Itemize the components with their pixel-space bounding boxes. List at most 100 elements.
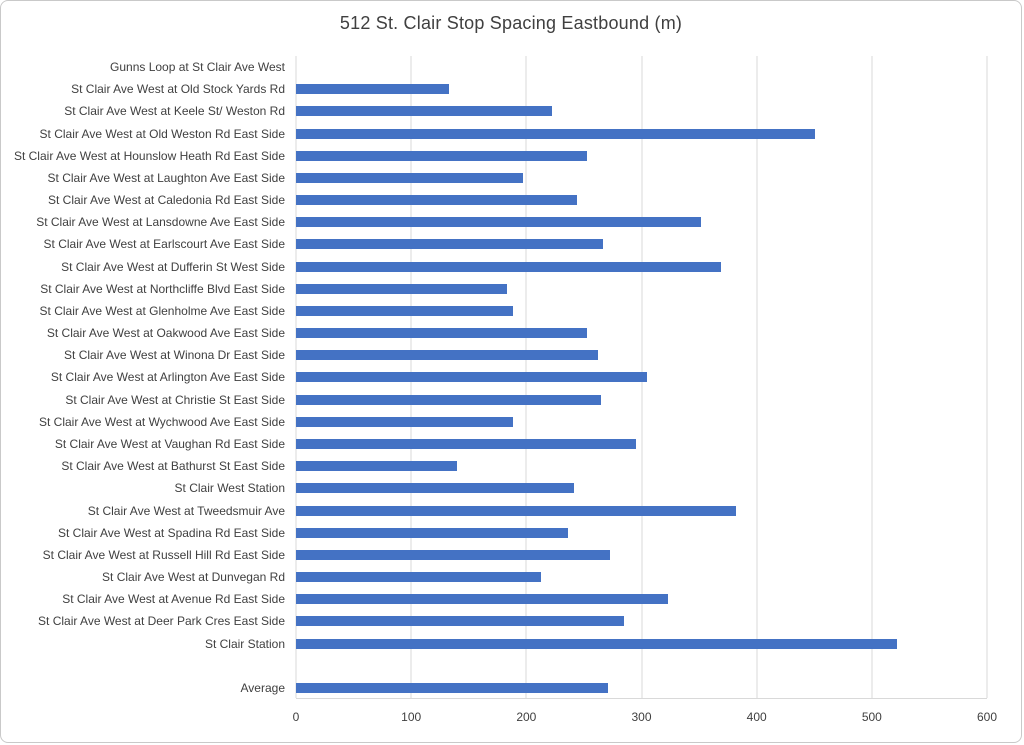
x-axis-ticks: 0 100 200 300 400 500 600	[292, 710, 997, 728]
category-label: St Clair Ave West at Earlscourt Ave East…	[43, 237, 285, 252]
bar	[296, 84, 450, 95]
bar-track	[296, 123, 987, 145]
bar	[296, 239, 604, 250]
bar-track	[296, 610, 987, 632]
bar-track	[296, 544, 987, 566]
bar	[296, 217, 702, 228]
bar-track	[296, 433, 987, 455]
category-label: St Clair Ave West at Caledonia Rd East S…	[47, 193, 285, 208]
bar-track	[296, 477, 987, 499]
category-label: St Clair Ave West at Hounslow Heath Rd E…	[13, 148, 285, 163]
category-label: St Clair Ave West at Avenue Rd East Side	[62, 592, 285, 607]
bar	[296, 394, 602, 405]
bar-track	[296, 344, 987, 366]
bar-track	[296, 411, 987, 433]
chart-row: St Clair Ave West at Old Stock Yards Rd	[1, 78, 987, 100]
category-label: St Clair Ave West at Tweedsmuir Ave	[87, 503, 285, 518]
bar-track	[296, 677, 987, 699]
chart-row: St Clair Ave West at Russell Hill Rd Eas…	[1, 544, 987, 566]
chart-row: St Clair Ave West at Dunvegan Rd	[1, 566, 987, 588]
bar	[296, 128, 816, 139]
category-label: St Clair Ave West at Christie St East Si…	[65, 392, 285, 407]
category-label: St Clair Station	[204, 636, 285, 651]
bar	[296, 527, 568, 538]
gridline	[756, 56, 758, 698]
bar	[296, 483, 574, 494]
chart-row: St Clair Ave West at Hounslow Heath Rd E…	[1, 145, 987, 167]
bar	[296, 416, 513, 427]
bar-track	[296, 256, 987, 278]
category-label: St Clair Ave West at Russell Hill Rd Eas…	[42, 547, 285, 562]
category-label: St Clair Ave West at Northcliffe Blvd Ea…	[40, 281, 285, 296]
chart-row: St Clair Ave West at Keele St/ Weston Rd	[1, 100, 987, 122]
bar	[296, 439, 636, 449]
bar-track	[296, 655, 987, 677]
bar	[296, 572, 542, 583]
x-tick-label: 600	[976, 710, 998, 724]
bar-track	[296, 189, 987, 211]
bar	[296, 350, 598, 361]
category-label: St Clair Ave West at Oakwood Ave East Si…	[46, 326, 285, 341]
bar-track	[296, 233, 987, 255]
x-tick-label: 0	[292, 710, 300, 724]
chart-row: Gunns Loop at St Clair Ave West	[1, 56, 987, 78]
plot-area: Gunns Loop at St Clair Ave West St Clair …	[1, 56, 988, 699]
bar	[296, 505, 736, 516]
category-label: St Clair Ave West at Dunvegan Rd	[102, 570, 285, 585]
bar	[296, 261, 721, 272]
bar	[296, 594, 668, 605]
chart-row: St Clair Ave West at Laughton Ave East S…	[1, 167, 987, 189]
bar-track	[296, 522, 987, 544]
chart-row: St Clair Ave West at Wychwood Ave East S…	[1, 411, 987, 433]
bar	[296, 638, 898, 649]
chart-row: St Clair Ave West at Bathurst St East Si…	[1, 455, 987, 477]
category-label: St Clair Ave West at Lansdowne Ave East …	[36, 215, 285, 230]
chart-row: St Clair Ave West at Northcliffe Blvd Ea…	[1, 278, 987, 300]
category-label: St Clair Ave West at Winona Dr East Side	[64, 348, 285, 363]
chart-row: St Clair Ave West at Dufferin St West Si…	[1, 256, 987, 278]
chart-row: Average	[1, 677, 987, 699]
bar-track	[296, 588, 987, 610]
category-label: St Clair Ave West at Bathurst St East Si…	[61, 459, 285, 474]
chart-row: St Clair Ave West at Deer Park Cres East…	[1, 610, 987, 632]
chart-row: St Clair Ave West at Old Weston Rd East …	[1, 123, 987, 145]
chart-row: St Clair Ave West at Lansdowne Ave East …	[1, 211, 987, 233]
chart-row: St Clair Station	[1, 632, 987, 654]
bar	[296, 372, 648, 383]
bar-track	[296, 211, 987, 233]
category-label: Gunns Loop at St Clair Ave West	[110, 60, 285, 75]
bar-track	[296, 300, 987, 322]
chart-row: St Clair Ave West at Oakwood Ave East Si…	[1, 322, 987, 344]
chart-row: St Clair Ave West at Earlscourt Ave East…	[1, 233, 987, 255]
bar-track	[296, 78, 987, 100]
bar-track	[296, 499, 987, 521]
bar	[296, 195, 577, 206]
bar-track	[296, 56, 987, 78]
bar-track	[296, 322, 987, 344]
category-label: St Clair Ave West at Dufferin St West Si…	[61, 259, 285, 274]
bar	[296, 682, 609, 693]
gridline	[986, 56, 988, 698]
bar-track	[296, 566, 987, 588]
category-label: St Clair Ave West at Keele St/ Weston Rd	[64, 104, 285, 119]
category-label: St Clair West Station	[174, 481, 285, 496]
x-tick-label: 100	[401, 710, 422, 724]
bar-track	[296, 167, 987, 189]
category-label: St Clair Ave West at Spadina Rd East Sid…	[57, 525, 285, 540]
chart-row: St Clair Ave West at Winona Dr East Side	[1, 344, 987, 366]
bar-track	[296, 278, 987, 300]
chart-row: St Clair Ave West at Avenue Rd East Side	[1, 588, 987, 610]
chart-row: St Clair Ave West at Tweedsmuir Ave	[1, 499, 987, 521]
chart-row: St Clair Ave West at Glenholme Ave East …	[1, 300, 987, 322]
chart-row: St Clair West Station	[1, 477, 987, 499]
category-label: St Clair Ave West at Arlington Ave East …	[50, 370, 285, 385]
category-label: St Clair Ave West at Wychwood Ave East S…	[38, 414, 285, 429]
bar-track	[296, 389, 987, 411]
category-label: St Clair Ave West at Laughton Ave East S…	[47, 170, 285, 185]
bar	[296, 283, 507, 294]
category-label: St Clair Ave West at Deer Park Cres East…	[38, 614, 285, 629]
bar	[296, 549, 611, 560]
category-label: St Clair Ave West at Glenholme Ave East …	[39, 303, 285, 318]
x-tick-label: 400	[746, 710, 767, 724]
